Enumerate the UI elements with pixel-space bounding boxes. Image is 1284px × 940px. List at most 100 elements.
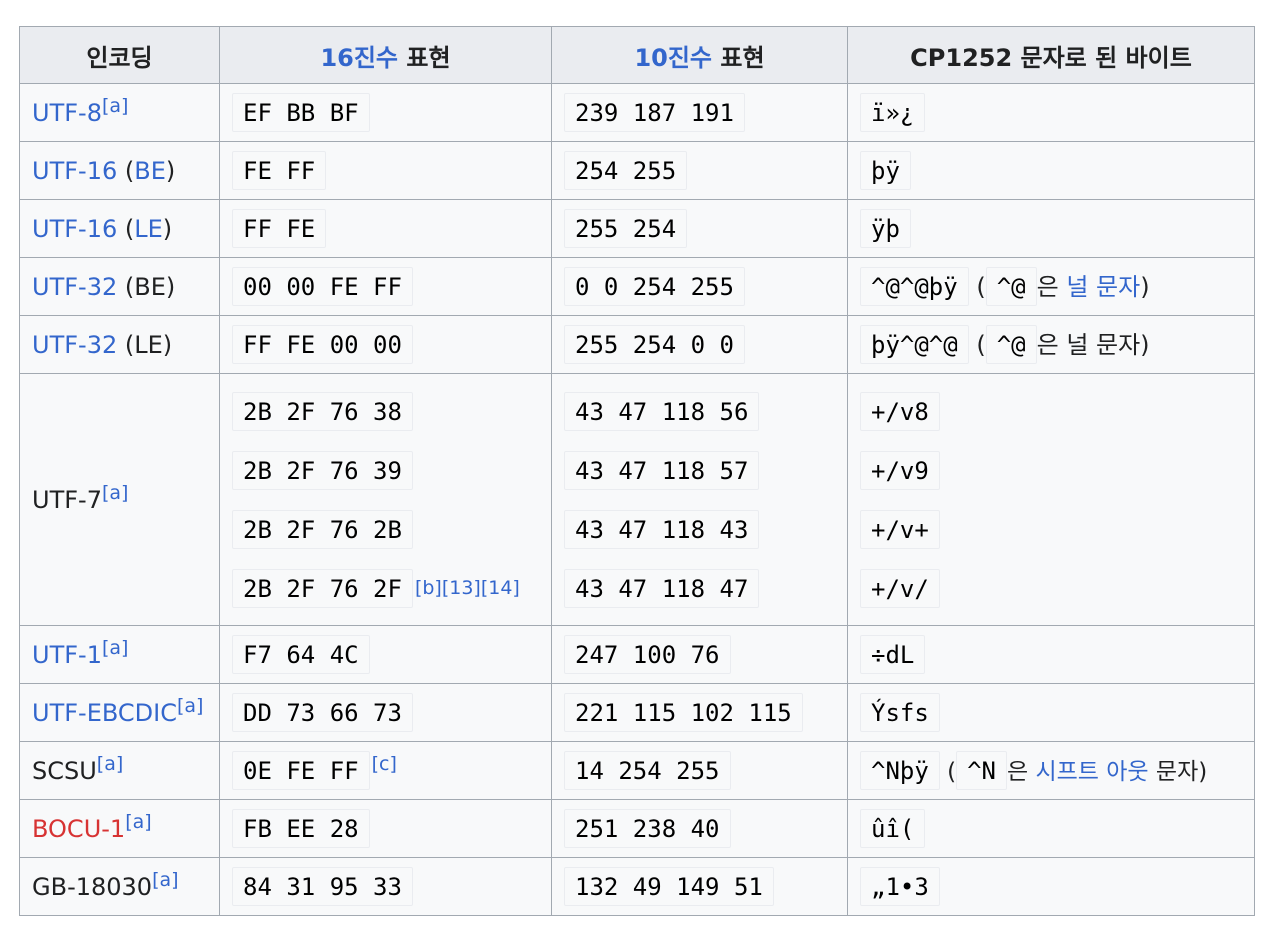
cp-cell: þÿ xyxy=(847,141,1255,200)
note-code: ^N xyxy=(956,751,1007,790)
dec-cell: 132 49 149 51 xyxy=(551,857,848,916)
cp-code: Ýsfs xyxy=(860,693,940,732)
encoding-label: GB-18030 xyxy=(32,872,153,901)
dec-code: 239 187 191 xyxy=(564,93,745,132)
cp-code: ûî( xyxy=(860,809,926,848)
note-text: 은 xyxy=(1036,273,1067,301)
encoding-cell: UTF-7[a] xyxy=(19,373,220,626)
shift-out-link[interactable]: 시프트 아웃 xyxy=(1035,759,1149,785)
encoding-link[interactable]: UTF-16 xyxy=(32,156,118,185)
hex-cell: EF BB BF xyxy=(219,83,552,142)
hex-code: EF BB BF xyxy=(232,93,370,132)
dec-cell: 251 238 40 xyxy=(551,799,848,858)
encoding-label: SCSU xyxy=(32,756,97,785)
footnote-ref[interactable]: [a] xyxy=(96,752,124,775)
dec-cell: 239 187 191 xyxy=(551,83,848,142)
dec-code: 255 254 0 0 xyxy=(564,325,745,364)
cp-code: ÷dL xyxy=(860,635,926,674)
hex-cell: DD 73 66 73 xyxy=(219,683,552,742)
table-row: UTF-7[a] 2B 2F 76 38 2B 2F 76 39 2B 2F 7… xyxy=(19,373,1255,626)
encoding-cell: UTF-EBCDIC[a] xyxy=(19,683,220,742)
dec-code: 247 100 76 xyxy=(564,635,731,674)
cp-code: +/v/ xyxy=(860,568,940,608)
table-row: GB-18030[a] 84 31 95 33 132 49 149 51 „1… xyxy=(19,857,1255,916)
note-code: ^@ xyxy=(985,325,1037,364)
encoding-link[interactable]: UTF-32 xyxy=(32,330,118,359)
footnote-ref[interactable]: [a] xyxy=(101,636,129,659)
table-row: UTF-32 (BE) 00 00 FE FF 0 0 254 255 ^@^@… xyxy=(19,257,1255,316)
hex-code: 2B 2F 76 2F xyxy=(232,568,413,608)
cp-cell: ï»¿ xyxy=(847,83,1255,142)
cp-code: þÿ^@^@ xyxy=(860,325,969,364)
dec-cell: 221 115 102 115 xyxy=(551,683,848,742)
dec-cell: 14 254 255 xyxy=(551,741,848,800)
null-char-link[interactable]: 널 문자 xyxy=(1066,273,1141,301)
hex-link[interactable]: 16진수 xyxy=(320,43,399,72)
note-close: ) xyxy=(1140,273,1150,301)
dec-code: 43 47 118 56 xyxy=(564,391,760,431)
endianness-label: (LE) xyxy=(124,330,173,359)
table-row: UTF-16 (BE) FE FF 254 255 þÿ xyxy=(19,141,1255,200)
encoding-redlink[interactable]: BOCU-1 xyxy=(32,814,126,843)
dec-code: 255 254 xyxy=(564,209,688,248)
bom-table: 인코딩 16진수 표현 10진수 표현 CP1252 문자로 된 바이트 UTF… xyxy=(19,26,1255,916)
hex-code: F7 64 4C xyxy=(232,635,370,674)
encoding-link[interactable]: UTF-32 xyxy=(32,272,118,301)
encoding-cell: UTF-32 (LE) xyxy=(19,315,220,374)
cp-cell: þÿ^@^@ (^@ 은 널 문자) xyxy=(847,315,1255,374)
cp-cell: ^@^@þÿ (^@ 은 널 문자) xyxy=(847,257,1255,316)
dec-code: 221 115 102 115 xyxy=(564,693,803,732)
hex-code: 2B 2F 76 38 xyxy=(232,391,413,431)
dec-code: 43 47 118 47 xyxy=(564,568,760,608)
hex-cell: FF FE 00 00 xyxy=(219,315,552,374)
hex-code: 00 00 FE FF xyxy=(232,267,413,306)
note-text: 은 널 문자) xyxy=(1036,331,1150,359)
dec-cell: 254 255 xyxy=(551,141,848,200)
encoding-cell: UTF-1[a] xyxy=(19,625,220,684)
hex-cell: FB EE 28 xyxy=(219,799,552,858)
note-close: 문자) xyxy=(1148,759,1208,785)
table-row: UTF-8[a] EF BB BF 239 187 191 ï»¿ xyxy=(19,83,1255,142)
header-row: 인코딩 16진수 표현 10진수 표현 CP1252 문자로 된 바이트 xyxy=(19,26,1255,84)
encoding-cell: UTF-16 (LE) xyxy=(19,199,220,258)
encoding-cell: GB-18030[a] xyxy=(19,857,220,916)
encoding-link[interactable]: UTF-1 xyxy=(32,640,102,669)
cp-code: +/v9 xyxy=(860,450,940,490)
encoding-link[interactable]: UTF-8 xyxy=(32,98,102,127)
hex-code: FE FF xyxy=(232,151,327,190)
endianness-label: (BE) xyxy=(124,272,176,301)
endianness-link[interactable]: LE xyxy=(134,214,163,243)
hex-code: FF FE 00 00 xyxy=(232,325,413,364)
hex-cell: F7 64 4C xyxy=(219,625,552,684)
footnote-ref[interactable]: [a] xyxy=(152,868,179,891)
table-row: UTF-16 (LE) FF FE 255 254 ÿþ xyxy=(19,199,1255,258)
dec-link[interactable]: 10진수 xyxy=(634,43,713,72)
hex-cell: FE FF xyxy=(219,141,552,200)
encoding-cell: UTF-16 (BE) xyxy=(19,141,220,200)
footnote-ref[interactable]: [a] xyxy=(176,694,204,717)
dec-code: 43 47 118 43 xyxy=(564,509,760,549)
dec-cell: 255 254 xyxy=(551,199,848,258)
cp-code: +/v8 xyxy=(860,391,940,431)
table-row: UTF-EBCDIC[a] DD 73 66 73 221 115 102 11… xyxy=(19,683,1255,742)
encoding-cell: BOCU-1[a] xyxy=(19,799,220,858)
header-dec: 10진수 표현 xyxy=(551,26,848,84)
table-row: SCSU[a] 0E FE FF [c] 14 254 255 ^Nþÿ (^N 은… xyxy=(19,741,1255,800)
hex-cell: 00 00 FE FF xyxy=(219,257,552,316)
table-row: BOCU-1[a] FB EE 28 251 238 40 ûî( xyxy=(19,799,1255,858)
cp-code: ÿþ xyxy=(860,209,911,248)
encoding-link[interactable]: UTF-16 xyxy=(32,214,118,243)
table-row: UTF-32 (LE) FF FE 00 00 255 254 0 0 þÿ^@… xyxy=(19,315,1255,374)
cp-cell: ^Nþÿ (^N 은 시프트 아웃 문자) xyxy=(847,741,1255,800)
footnote-ref[interactable]: [a] xyxy=(101,94,129,117)
encoding-link[interactable]: UTF-EBCDIC xyxy=(32,698,177,727)
footnote-ref[interactable]: [a] xyxy=(101,481,129,504)
footnote-ref[interactable]: [c] xyxy=(371,753,397,775)
endianness-link[interactable]: BE xyxy=(134,156,166,185)
hex-cell: 0E FE FF [c] xyxy=(219,741,552,800)
footnote-ref[interactable]: [a] xyxy=(125,810,152,833)
dec-cell: 255 254 0 0 xyxy=(551,315,848,374)
dec-code: 14 254 255 xyxy=(564,751,731,790)
cp-code: +/v+ xyxy=(860,509,940,549)
hex-cell: FF FE xyxy=(219,199,552,258)
